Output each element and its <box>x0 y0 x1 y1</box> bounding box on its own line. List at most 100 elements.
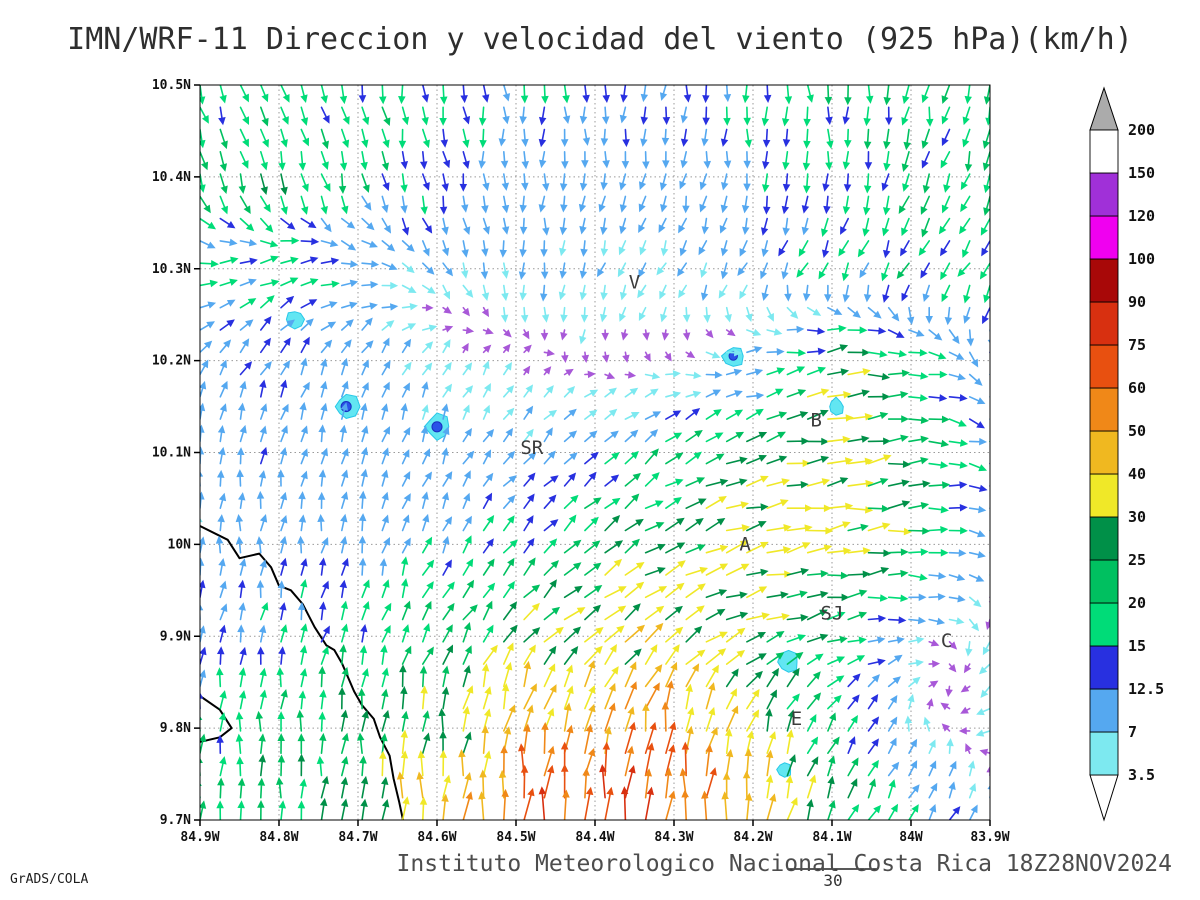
wind-arrow <box>502 106 510 125</box>
wind-arrow <box>948 526 968 535</box>
station-label-a: A <box>739 533 751 555</box>
wind-arrow <box>219 238 238 247</box>
wind-arrow <box>482 429 495 443</box>
wind-arrow <box>786 306 799 319</box>
wind-arrow <box>665 721 677 754</box>
wind-arrow <box>200 692 204 710</box>
wind-arrow <box>948 394 968 402</box>
wind-arrow <box>522 329 530 340</box>
wind-arrow <box>786 524 813 532</box>
wind-arrow <box>827 635 848 644</box>
wind-arrow <box>766 667 779 688</box>
wind-arrow <box>500 745 508 777</box>
wind-arrow <box>867 567 890 576</box>
wind-arrow <box>624 371 637 379</box>
station-label-e: E <box>791 708 802 730</box>
wind-arrow <box>818 262 829 280</box>
wind-arrow <box>725 668 739 688</box>
wind-arrow <box>665 452 684 465</box>
wind-arrow <box>341 279 359 288</box>
wind-arrow <box>237 624 245 643</box>
gridlines <box>200 85 990 820</box>
wind-arrow <box>582 767 590 799</box>
wind-arrow <box>239 361 253 376</box>
wind-arrow <box>948 549 967 557</box>
wind-arrow <box>503 624 518 643</box>
wind-arrow <box>989 574 990 577</box>
wind-arrow <box>381 151 390 172</box>
wind-arrow <box>236 447 245 465</box>
wind-arrow <box>239 298 257 309</box>
wind-arrow <box>644 448 659 465</box>
wind-arrow <box>278 646 286 665</box>
wind-arrow <box>421 404 429 420</box>
wind-arrow <box>300 448 309 465</box>
wind-arrow <box>928 439 950 448</box>
wind-arrow <box>320 536 329 554</box>
wind-arrow <box>317 513 325 532</box>
wind-arrow <box>665 582 685 599</box>
wind-arrow <box>806 774 817 799</box>
wind-arrow <box>786 729 794 754</box>
wind-arrow <box>543 560 560 576</box>
wind-arrow <box>279 602 287 621</box>
wind-arrow <box>619 106 628 124</box>
y-tick-label: 9.9N <box>160 629 191 644</box>
wind-arrow <box>843 173 852 193</box>
wind-arrow <box>827 675 845 688</box>
wind-arrow <box>259 514 268 532</box>
wind-arrow <box>928 739 936 754</box>
wind-arrow <box>638 195 647 213</box>
wind-arrow <box>644 500 664 509</box>
wind-arrow <box>380 733 388 754</box>
wind-arrow <box>340 709 349 732</box>
wind-arrow <box>665 626 684 643</box>
wind-arrow <box>988 596 990 603</box>
wind-arrow <box>604 372 616 380</box>
wind-arrow <box>681 741 690 777</box>
wind-arrow <box>766 731 777 754</box>
wind-arrow <box>298 151 307 171</box>
colorbar-label: 30 <box>1128 508 1146 526</box>
wind-arrow <box>521 173 529 191</box>
wind-arrow <box>766 328 783 336</box>
wind-arrow <box>827 368 850 376</box>
wind-arrow <box>338 686 346 710</box>
wind-arrow <box>867 636 886 644</box>
wind-arrow <box>945 685 953 698</box>
wind-arrow <box>705 767 717 799</box>
wind-arrow <box>235 536 244 554</box>
wind-arrow <box>827 477 849 487</box>
wind-arrow <box>705 478 729 487</box>
wind-arrow <box>847 694 860 710</box>
wind-arrow <box>766 631 785 643</box>
colorbar-underflow-triangle <box>1089 774 1119 822</box>
wind-arrow <box>300 558 308 576</box>
wind-arrow <box>705 517 726 532</box>
wind-arrow <box>560 128 569 148</box>
wind-arrow <box>720 240 729 257</box>
wind-arrow <box>847 368 871 376</box>
wind-arrow <box>786 480 809 489</box>
wind-arrow <box>563 685 574 710</box>
wind-arrow <box>256 579 265 599</box>
wind-arrow <box>746 521 767 532</box>
wind-arrow <box>824 284 832 303</box>
x-tick-label: 83.9W <box>970 830 1009 845</box>
wind-arrow <box>584 660 596 688</box>
wind-arrow <box>320 106 330 124</box>
wind-arrow <box>422 217 433 234</box>
wind-arrow <box>803 106 811 127</box>
wind-arrow <box>802 284 811 302</box>
wind-arrow <box>746 568 769 577</box>
wind-arrow <box>360 623 368 643</box>
wind-arrow <box>644 472 660 487</box>
colorbar-label: 25 <box>1128 551 1146 569</box>
wind-arrow <box>699 173 708 191</box>
wind-arrow <box>441 240 450 257</box>
wind-arrow <box>827 755 836 777</box>
wind-arrow <box>624 603 641 621</box>
wind-arrow <box>948 781 956 799</box>
wind-arrow <box>766 348 785 356</box>
wind-arrow <box>300 357 308 376</box>
